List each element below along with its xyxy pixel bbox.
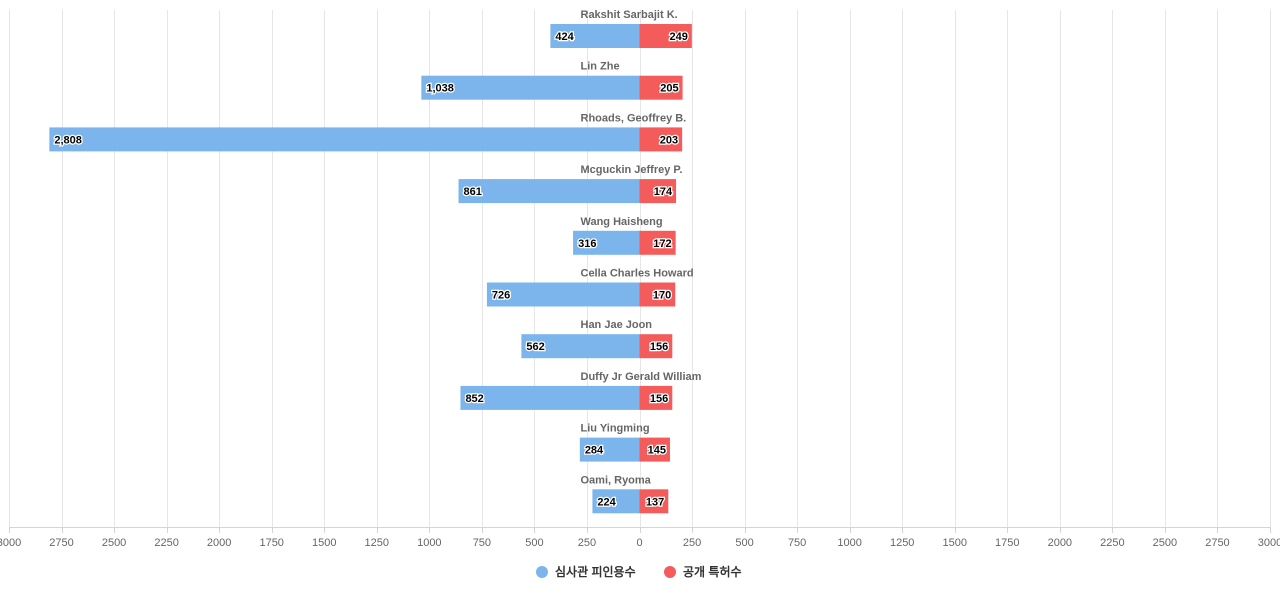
- legend: 심사관 피인용수 공개 특허수: [536, 564, 742, 579]
- bar-right[interactable]: [639, 489, 669, 514]
- legend-item[interactable]: 공개 특허수: [664, 564, 742, 579]
- x-tick-label: 750: [473, 537, 491, 549]
- bar-right-value-label: 172: [653, 238, 671, 250]
- x-tick-label: 500: [735, 537, 753, 549]
- bar-left-value-label: 316: [578, 238, 596, 250]
- x-tick-label: 1750: [259, 537, 283, 549]
- legend-item[interactable]: 심사관 피인용수: [536, 564, 636, 579]
- x-axis: 3000275025002250200017501500125010007505…: [0, 527, 1280, 549]
- bar-right[interactable]: [639, 385, 673, 410]
- bar-right[interactable]: [639, 127, 683, 152]
- legend-label: 공개 특허수: [683, 564, 742, 579]
- bar-right-value-label: 156: [650, 341, 668, 353]
- category-label: Wang Haisheng: [581, 216, 663, 228]
- category-label: Duffy Jr Gerald William: [581, 371, 702, 383]
- bar-right[interactable]: [639, 75, 683, 100]
- x-tick-label: 3000: [1258, 537, 1280, 549]
- x-tick-label: 250: [578, 537, 596, 549]
- bar-left-value-label: 852: [465, 393, 483, 405]
- bar-left-value-label: 284: [585, 445, 604, 457]
- bar-left-value-label: 861: [464, 186, 482, 198]
- category-label: Oami, Ryoma: [581, 474, 652, 486]
- x-tick-label: 500: [525, 537, 543, 549]
- bar-right[interactable]: [639, 282, 676, 307]
- bar-right-value-label: 174: [654, 186, 673, 198]
- bars: [49, 24, 692, 514]
- bar-right-value-label: 205: [660, 83, 678, 95]
- bar-right-value-label: 249: [669, 31, 687, 43]
- bar-left[interactable]: [486, 282, 640, 307]
- bar-left-value-label: 562: [526, 341, 544, 353]
- category-label: Mcguckin Jeffrey P.: [581, 164, 683, 176]
- bar-right-value-label: 170: [653, 290, 671, 302]
- bar-right-value-label: 145: [648, 445, 666, 457]
- bar-left-value-label: 2,808: [54, 134, 82, 146]
- bar-left[interactable]: [550, 24, 640, 48]
- bar-left[interactable]: [460, 385, 640, 410]
- category-label: Rhoads, Geoffrey B.: [581, 112, 687, 124]
- x-tick-label: 2250: [1100, 537, 1124, 549]
- bar-left[interactable]: [49, 127, 640, 152]
- x-tick-label: 1500: [312, 537, 336, 549]
- bar-right[interactable]: [639, 334, 673, 359]
- category-label: Han Jae Joon: [581, 319, 653, 331]
- legend-marker: [536, 566, 548, 578]
- bar-left-value-label: 424: [555, 31, 574, 43]
- bar-right-value-label: 137: [646, 496, 664, 508]
- bar-left-value-label: 1,038: [426, 83, 454, 95]
- bar-left[interactable]: [421, 75, 640, 100]
- bar-right[interactable]: [639, 179, 677, 204]
- legend-marker: [664, 566, 676, 578]
- bar-right[interactable]: [639, 24, 692, 48]
- x-tick-label: 3000: [0, 537, 21, 549]
- x-tick-label: 1250: [365, 537, 389, 549]
- x-tick-label: 1750: [995, 537, 1019, 549]
- x-tick-label: 1250: [890, 537, 914, 549]
- x-tick-label: 2750: [1205, 537, 1229, 549]
- x-tick-label: 2000: [1048, 537, 1072, 549]
- bar-left[interactable]: [592, 489, 640, 514]
- bar-left-value-label: 224: [597, 496, 616, 508]
- x-tick-label: 2250: [154, 537, 178, 549]
- x-tick-label: 250: [683, 537, 701, 549]
- bar-left-value-label: 726: [492, 290, 510, 302]
- category-labels: Rakshit Sarbajit K. Lin Zhe Rhoads, Geoffr…: [581, 9, 702, 486]
- category-label: Cella Charles Howard: [581, 268, 694, 280]
- x-tick-label: 2750: [49, 537, 73, 549]
- x-tick-label: 2500: [102, 537, 126, 549]
- legend-label: 심사관 피인용수: [555, 564, 636, 579]
- data-labels: 424 249 1,038 205 2,808 203 861 174 316 172 726 170…: [53, 30, 689, 510]
- bar-left[interactable]: [579, 437, 640, 462]
- x-tick-label: 1000: [417, 537, 441, 549]
- category-label: Lin Zhe: [581, 61, 620, 73]
- bar-left[interactable]: [458, 179, 640, 204]
- bar-right-value-label: 203: [660, 134, 678, 146]
- category-label: Rakshit Sarbajit K.: [581, 9, 678, 21]
- x-tick-label: 1500: [943, 537, 967, 549]
- bar-right[interactable]: [639, 437, 670, 462]
- x-tick-label: 2000: [207, 537, 231, 549]
- x-tick-label: 750: [788, 537, 806, 549]
- x-tick-label: 0: [636, 537, 642, 549]
- bar-right[interactable]: [639, 230, 676, 255]
- bar-left[interactable]: [521, 334, 640, 359]
- x-tick-label: 2500: [1153, 537, 1177, 549]
- bar-left[interactable]: [573, 230, 640, 255]
- x-tick-label: 1000: [837, 537, 861, 549]
- category-label: Liu Yingming: [581, 423, 650, 435]
- bar-right-value-label: 156: [650, 393, 668, 405]
